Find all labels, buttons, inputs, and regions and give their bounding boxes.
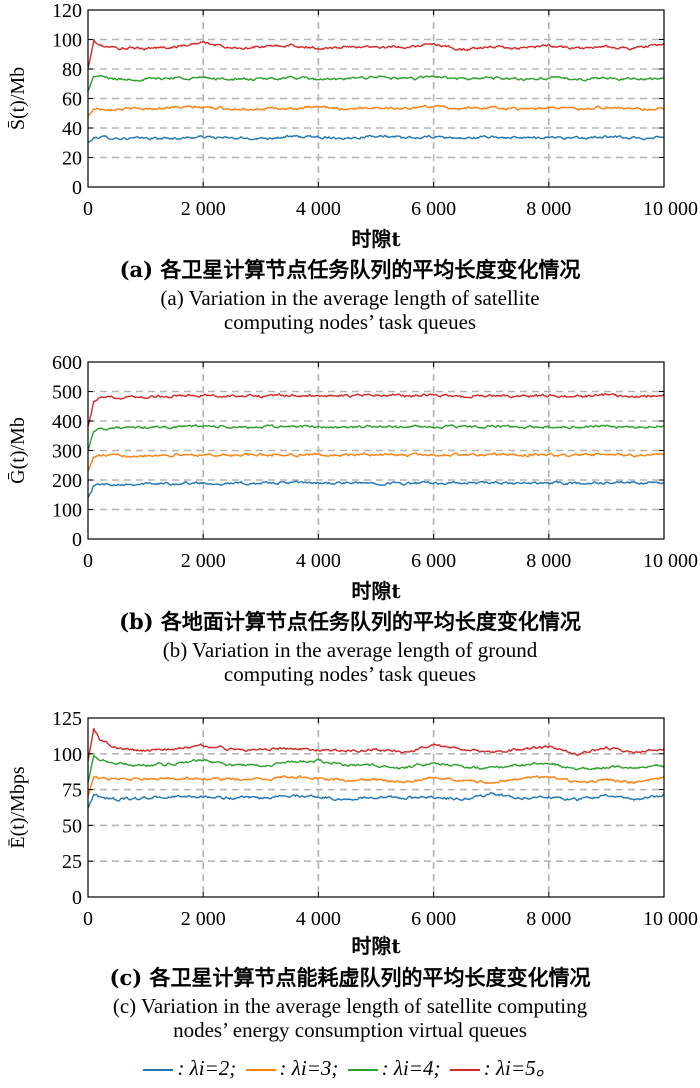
series-line-b-5 <box>87 393 665 428</box>
series-line-a-5 <box>87 39 665 70</box>
xtick-label-c-0: 2 000 <box>181 908 226 930</box>
ytick-label-b-6: 600 <box>52 352 82 374</box>
legend-item-lambda-3: : λi=3; <box>245 1056 339 1081</box>
ytick-label-a-4: 80 <box>62 59 82 81</box>
xtick-label-b-1: 4 000 <box>296 550 341 572</box>
legend: : λi=2; : λi=3; : λi=4; : λi=5。 <box>0 1052 700 1082</box>
legend-line-lambda-5 <box>449 1069 480 1072</box>
chart-panel-a: 0 20 40 60 80 100 120 0 2 000 4 000 6 000 8 000 10 0… <box>7 0 698 251</box>
caption-b-en: (b) Variation in the average length of g… <box>0 638 700 686</box>
caption-a-en: (a) Variation in the average length of s… <box>0 286 700 334</box>
caption-c-en: (c) Variation in the average length of s… <box>0 994 700 1042</box>
y-axis-label-b: Ḡ(t)/Mb <box>7 417 29 484</box>
ytick-label-b-3: 300 <box>52 441 82 463</box>
xtick-label-c-4: 10 000 <box>643 908 698 930</box>
caption-a-en-line2: computing nodes’ task queues <box>223 310 477 335</box>
xtick-label-a-2: 6 000 <box>411 198 456 220</box>
x-axis-label-a: 时隙t <box>351 227 401 251</box>
ytick-label-a-2: 40 <box>62 118 82 140</box>
ytick-label-a-5: 100 <box>52 30 82 52</box>
chart-panel-c: 0 25 50 75 100 125 0 2 000 4 000 6 000 8 000 10 000… <box>7 708 698 958</box>
series-line-a-3 <box>87 104 665 117</box>
ytick-label-b-4: 400 <box>52 411 82 433</box>
xtick-label-c-2: 6 000 <box>411 908 456 930</box>
series-line-b-3 <box>87 452 665 472</box>
caption-c: (c) 各卫星计算节点能耗虚队列的平均长度变化情况 (c) Variation … <box>0 965 700 1042</box>
caption-b-cn: (b) 各地面计算节点任务队列的平均长度变化情况 <box>119 609 581 634</box>
caption-c-en-line1: (c) Variation in the average length of s… <box>112 994 588 1019</box>
xtick-label-b-3: 8 000 <box>526 550 571 572</box>
legend-line-lambda-2 <box>143 1069 174 1072</box>
series-line-c-4 <box>87 754 665 783</box>
caption-b-en-line1: (b) Variation in the average length of g… <box>162 638 538 663</box>
ytick-label-c-0: 0 <box>72 887 82 909</box>
xtick-label-b-4: 10 000 <box>643 550 698 572</box>
caption-a: (a) 各卫星计算节点任务队列的平均长度变化情况 (a) Variation i… <box>0 257 700 334</box>
series-line-b-2 <box>87 480 665 499</box>
legend-label-lambda-3: : λi=3; <box>279 1056 339 1080</box>
series-line-c-3 <box>87 775 665 797</box>
series-line-c-2 <box>87 791 665 809</box>
ytick-label-b-5: 500 <box>52 382 82 404</box>
y-axis-label-c: Ē(t)/Mbps <box>7 766 29 848</box>
xtick-label-b-2: 6 000 <box>411 550 456 572</box>
ytick-label-a-1: 20 <box>62 148 82 170</box>
legend-item-lambda-5: : λi=5。 <box>449 1052 557 1082</box>
series-line-b-4 <box>87 424 665 451</box>
ytick-label-b-2: 200 <box>52 470 82 492</box>
legend-line-lambda-3 <box>245 1069 276 1072</box>
series-line-c-5 <box>87 727 665 762</box>
x-axis-label-c: 时隙t <box>351 934 401 958</box>
xtick-label-a-4: 10 000 <box>643 198 698 220</box>
caption-a-en-line1: (a) Variation in the average length of s… <box>160 286 540 311</box>
legend-item-lambda-4: : λi=4; <box>347 1056 441 1081</box>
ytick-label-b-1: 100 <box>52 500 82 522</box>
legend-line-lambda-4 <box>347 1069 378 1072</box>
caption-b-en-line2: computing nodes’ task queues <box>223 662 477 687</box>
xtick-label-b-0: 2 000 <box>181 550 226 572</box>
x-axis-label-b: 时隙t <box>351 579 401 603</box>
legend-item-lambda-2: : λi=2; <box>143 1056 236 1081</box>
xtick-label-c-1: 4 000 <box>296 908 341 930</box>
ytick-label-b-0: 0 <box>72 529 82 551</box>
ytick-label-c-5: 125 <box>52 708 82 730</box>
legend-label-lambda-5: : λi=5。 <box>483 1056 557 1080</box>
xtick-label-a-1: 4 000 <box>296 198 341 220</box>
y-axis-label-a: S̄(t)/Mb <box>7 67 29 130</box>
ytick-label-c-4: 100 <box>52 744 82 766</box>
caption-a-cn: (a) 各卫星计算节点任务队列的平均长度变化情况 <box>119 257 581 282</box>
caption-c-cn: (c) 各卫星计算节点能耗虚队列的平均长度变化情况 <box>109 965 591 990</box>
legend-label-lambda-2: : λi=2; <box>177 1056 237 1080</box>
xtick-label-c-zero: 0 <box>83 908 93 930</box>
ytick-label-a-6: 120 <box>52 0 82 22</box>
xtick-label-a-3: 8 000 <box>526 198 571 220</box>
chart-panel-b: 0 100 200 300 400 500 600 0 2 000 4 000 6 000 8 000… <box>7 352 698 603</box>
xtick-label-a-0: 2 000 <box>181 198 226 220</box>
caption-c-en-line2: nodes’ energy consumption virtual queues <box>173 1018 527 1043</box>
legend-label-lambda-4: : λi=4; <box>381 1056 441 1080</box>
xtick-label-a-zero: 0 <box>83 198 93 220</box>
ytick-label-a-3: 60 <box>62 89 82 111</box>
ytick-label-c-2: 50 <box>62 815 82 837</box>
caption-b: (b) 各地面计算节点任务队列的平均长度变化情况 (b) Variation i… <box>0 609 700 686</box>
axes-frame-c <box>87 717 665 898</box>
ytick-label-c-1: 25 <box>62 851 82 873</box>
ytick-label-a-0: 0 <box>72 177 82 199</box>
xtick-label-c-3: 8 000 <box>526 908 571 930</box>
series-line-a-4 <box>87 74 665 92</box>
series-line-a-2 <box>87 134 665 144</box>
xtick-label-b-zero: 0 <box>83 550 93 572</box>
ytick-label-c-3: 75 <box>62 780 82 802</box>
